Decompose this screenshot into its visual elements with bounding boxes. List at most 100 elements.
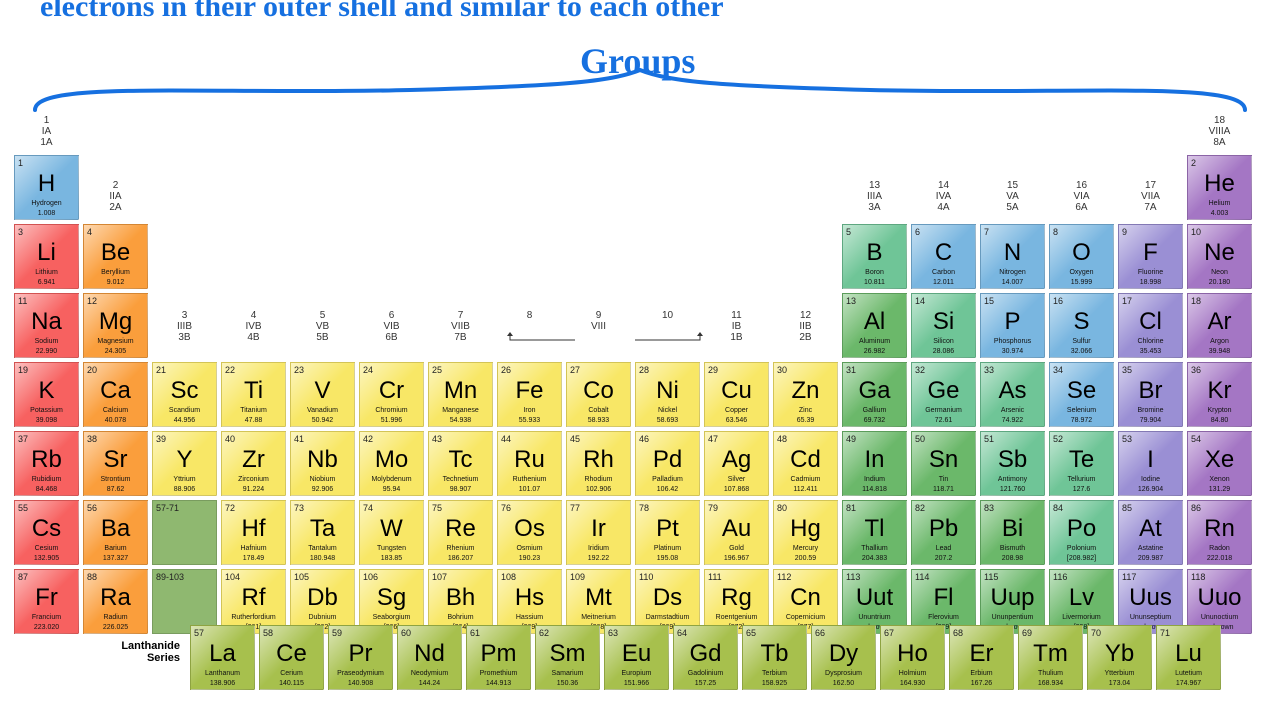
element-name: Hafnium [222, 545, 285, 552]
atomic-number: 25 [432, 365, 442, 375]
element-Ti: 22TiTitanium47.88 [221, 362, 286, 427]
element-name: Beryllium [84, 269, 147, 276]
atomic-number: 30 [777, 365, 787, 375]
element-Li: 3LiLithium6.941 [14, 224, 79, 289]
atomic-mass: 79.904 [1119, 417, 1182, 424]
element-Pr: 59PrPraseodymium140.908 [328, 625, 393, 690]
atomic-mass: 121.760 [981, 486, 1044, 493]
atomic-mass: 35.453 [1119, 348, 1182, 355]
element-Rh: 45RhRhodium102.906 [566, 431, 631, 496]
element-Br: 35BrBromine79.904 [1118, 362, 1183, 427]
atomic-number: 8 [1053, 227, 1058, 237]
atomic-mass: 78.972 [1050, 417, 1113, 424]
group-header-11: 11IB1B [704, 310, 769, 343]
atomic-mass: 18.998 [1119, 279, 1182, 286]
atomic-number: 22 [225, 365, 235, 375]
element-name: Zirconium [222, 476, 285, 483]
viii-bracket-icon [505, 328, 705, 348]
element-name: Rubidium [15, 476, 78, 483]
element-N: 7NNitrogen14.007 [980, 224, 1045, 289]
atomic-number: 84 [1053, 503, 1063, 513]
element-symbol: N [981, 239, 1044, 267]
element-Cs: 55CsCesium132.905 [14, 500, 79, 565]
element-Ra: 88RaRadium226.025 [83, 569, 148, 634]
element-Be: 4BeBeryllium9.012 [83, 224, 148, 289]
atomic-mass: 167.26 [950, 680, 1013, 687]
element-Ne: 10NeNeon20.180 [1187, 224, 1252, 289]
element-symbol: Hs [498, 584, 561, 612]
atomic-number: 43 [432, 434, 442, 444]
element-symbol: Mg [84, 308, 147, 336]
element-name: Mercury [774, 545, 837, 552]
element-symbol: Tb [743, 640, 806, 668]
element-symbol: Fe [498, 377, 561, 405]
element-symbol: Uut [843, 584, 906, 612]
element-name: Sodium [15, 338, 78, 345]
group-header-8: 8 [497, 310, 562, 321]
atomic-mass: 151.966 [605, 680, 668, 687]
atomic-mass: 102.906 [567, 486, 630, 493]
atomic-number: 77 [570, 503, 580, 513]
element-name: Seaborgium [360, 614, 423, 621]
atomic-mass: 39.098 [15, 417, 78, 424]
element-name: Roentgenium [705, 614, 768, 621]
element-symbol: La [191, 640, 254, 668]
atomic-number: 15 [984, 296, 994, 306]
element-symbol: Rb [15, 446, 78, 474]
atomic-number: 36 [1191, 365, 1201, 375]
atomic-number: 57 [194, 628, 204, 638]
element-symbol: Au [705, 515, 768, 543]
atomic-number: 9 [1122, 227, 1127, 237]
atomic-mass: 84.468 [15, 486, 78, 493]
element-name: Francium [15, 614, 78, 621]
atomic-number: 117 [1122, 572, 1136, 582]
element-Er: 68ErErbium167.26 [949, 625, 1014, 690]
atomic-number: 85 [1122, 503, 1132, 513]
atomic-number: 72 [225, 503, 235, 513]
element-name: Rutherfordium [222, 614, 285, 621]
element-symbol: Co [567, 377, 630, 405]
element-symbol: Cd [774, 446, 837, 474]
atomic-number: 51 [984, 434, 994, 444]
atomic-number: 27 [570, 365, 580, 375]
element-name: Erbium [950, 670, 1013, 677]
element-name: Copper [705, 407, 768, 414]
atomic-number: 32 [915, 365, 925, 375]
group-header-16: 16VIA6A [1049, 180, 1114, 213]
atomic-number: 109 [570, 572, 585, 582]
atomic-mass: 20.180 [1188, 279, 1251, 286]
element-symbol: Zr [222, 446, 285, 474]
atomic-mass: 208.98 [981, 555, 1044, 562]
atomic-mass: 140.908 [329, 680, 392, 687]
element-name: Argon [1188, 338, 1251, 345]
atomic-mass: 88.906 [153, 486, 216, 493]
element-symbol: B [843, 239, 906, 267]
atomic-mass: 92.906 [291, 486, 354, 493]
element-name: Thallium [843, 545, 906, 552]
atomic-number: 73 [294, 503, 304, 513]
atomic-mass: 39.948 [1188, 348, 1251, 355]
element-symbol: Sr [84, 446, 147, 474]
atomic-number: 74 [363, 503, 373, 513]
element-Sb: 51SbAntimony121.760 [980, 431, 1045, 496]
element-Pm: 61PmPromethium144.913 [466, 625, 531, 690]
atomic-number: 20 [87, 365, 97, 375]
atomic-number: 70 [1091, 628, 1101, 638]
element-Xe: 54XeXenon131.29 [1187, 431, 1252, 496]
element-symbol: Tm [1019, 640, 1082, 668]
group-header-14: 14IVA4A [911, 180, 976, 213]
element-name: Tungsten [360, 545, 423, 552]
element-At: 85AtAstatine209.987 [1118, 500, 1183, 565]
atomic-mass: 101.07 [498, 486, 561, 493]
element-Hf: 72HfHafnium178.49 [221, 500, 286, 565]
atomic-number: 16 [1053, 296, 1063, 306]
element-name: Palladium [636, 476, 699, 483]
atomic-mass: 30.974 [981, 348, 1044, 355]
atomic-number: 13 [846, 296, 856, 306]
atomic-mass: 222.018 [1188, 555, 1251, 562]
atomic-mass: 195.08 [636, 555, 699, 562]
element-name: Krypton [1188, 407, 1251, 414]
element-name: Radium [84, 614, 147, 621]
element-Fe: 26FeIron55.933 [497, 362, 562, 427]
group-header-5: 5VB5B [290, 310, 355, 343]
